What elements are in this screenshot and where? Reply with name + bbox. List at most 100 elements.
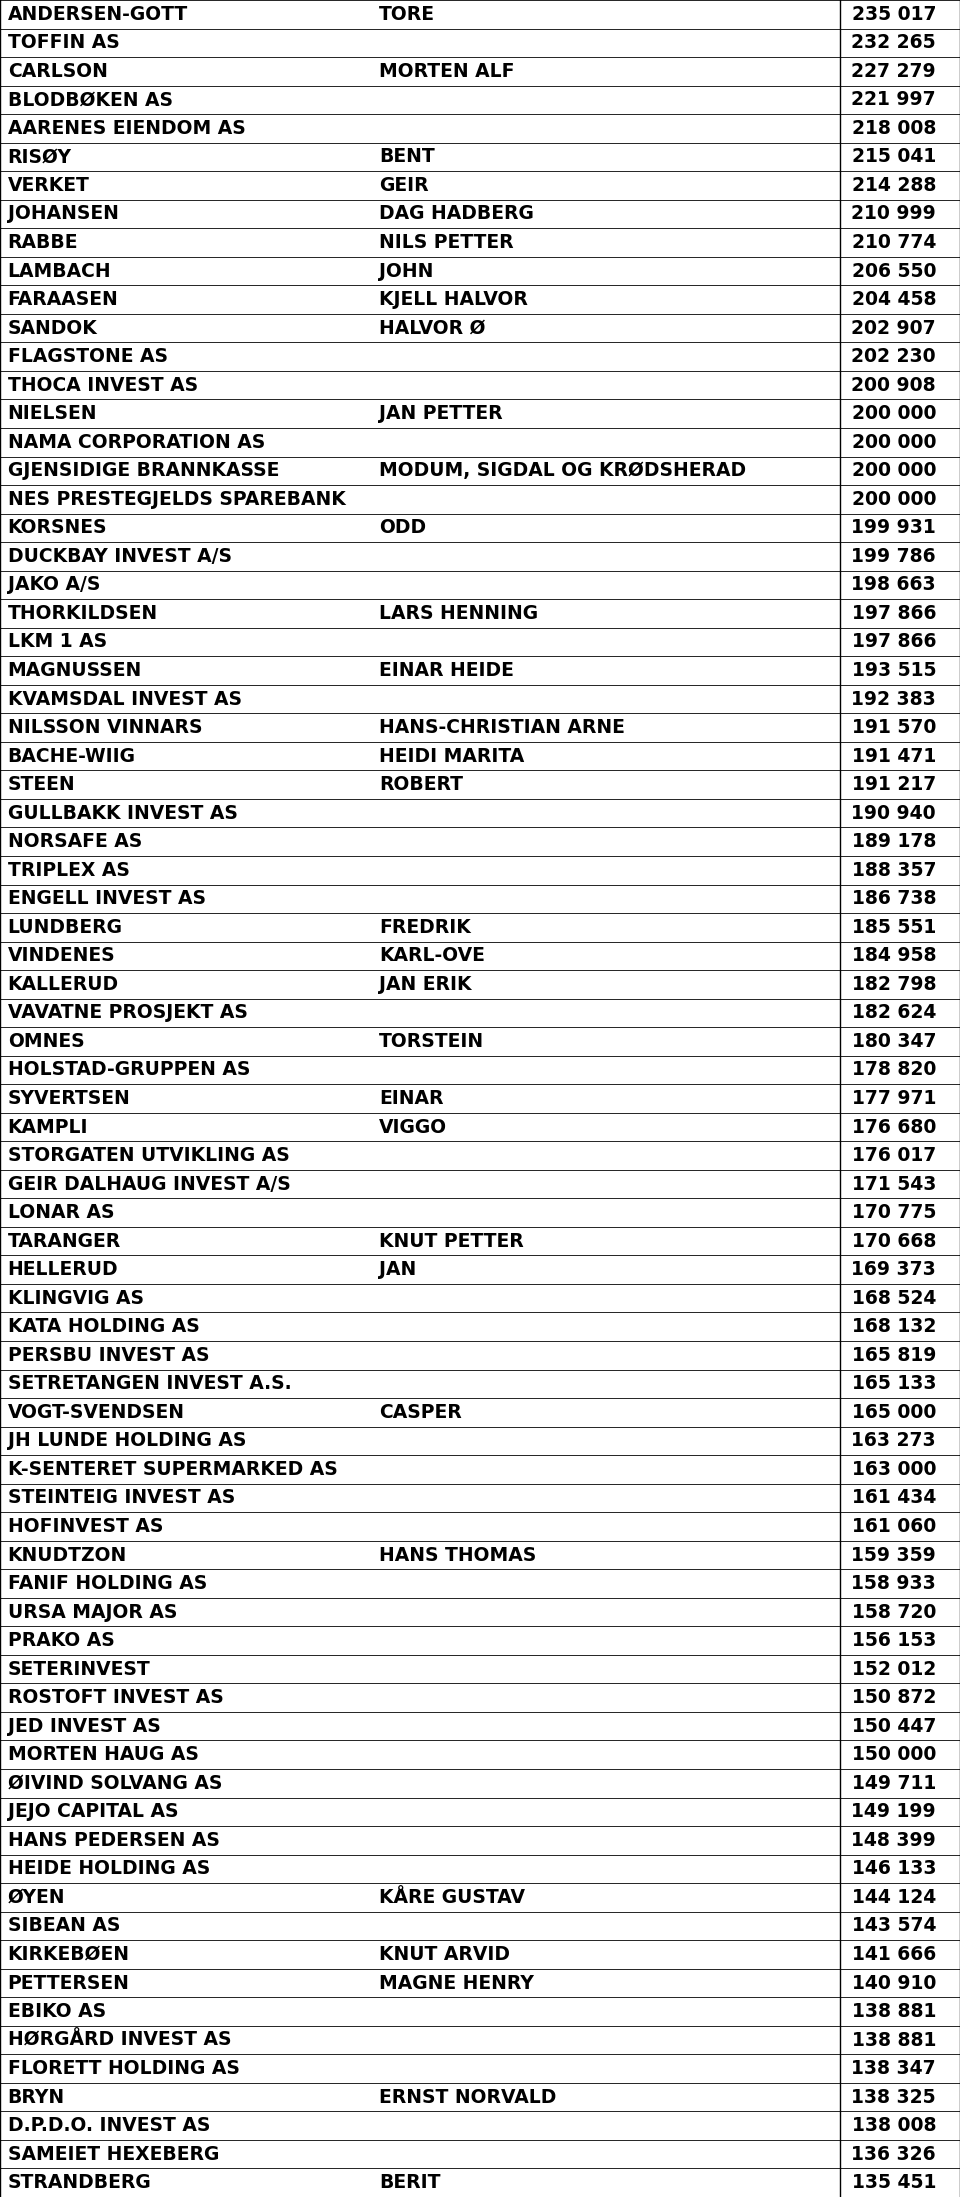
Text: KIRKEBØEN: KIRKEBØEN [8,1944,130,1964]
Text: 168 524: 168 524 [852,1290,936,1307]
Text: 232 265: 232 265 [852,33,936,53]
Text: LUNDBERG: LUNDBERG [8,918,123,936]
Text: LONAR AS: LONAR AS [8,1204,114,1222]
Text: NILSSON VINNARS: NILSSON VINNARS [8,718,203,736]
Text: 138 881: 138 881 [852,2001,936,2021]
Text: BRYN: BRYN [8,2087,65,2107]
Text: LARS HENNING: LARS HENNING [379,604,539,624]
Text: JAKO A/S: JAKO A/S [8,576,100,595]
Text: NORSAFE AS: NORSAFE AS [8,833,142,850]
Text: STORGATEN UTVIKLING AS: STORGATEN UTVIKLING AS [8,1147,289,1164]
Text: PRAKO AS: PRAKO AS [8,1630,114,1650]
Text: TORE: TORE [379,4,435,24]
Text: JOHANSEN: JOHANSEN [8,204,118,224]
Text: 200 000: 200 000 [852,461,936,481]
Text: 161 060: 161 060 [852,1516,936,1536]
Text: KNUT PETTER: KNUT PETTER [379,1233,524,1250]
Text: 210 774: 210 774 [852,233,936,253]
Text: 191 217: 191 217 [852,776,936,793]
Text: LKM 1 AS: LKM 1 AS [8,633,107,653]
Text: 200 000: 200 000 [852,404,936,424]
Text: MAGNE HENRY: MAGNE HENRY [379,1973,534,1993]
Text: 227 279: 227 279 [852,62,936,81]
Text: SYVERTSEN: SYVERTSEN [8,1090,131,1107]
Text: 144 124: 144 124 [852,1887,936,1907]
Text: KATA HOLDING AS: KATA HOLDING AS [8,1318,200,1336]
Text: D.P.D.O. INVEST AS: D.P.D.O. INVEST AS [8,2116,210,2135]
Text: 218 008: 218 008 [852,119,936,138]
Text: HANS-CHRISTIAN ARNE: HANS-CHRISTIAN ARNE [379,718,625,736]
Text: 158 720: 158 720 [852,1602,936,1621]
Text: EINAR: EINAR [379,1090,444,1107]
Text: 199 931: 199 931 [852,518,936,538]
Text: ROBERT: ROBERT [379,776,464,793]
Text: BENT: BENT [379,147,435,167]
Text: 149 199: 149 199 [852,1802,936,1821]
Text: 190 940: 190 940 [852,804,936,822]
Text: BACHE-WIIG: BACHE-WIIG [8,747,135,765]
Text: 150 447: 150 447 [852,1716,936,1736]
Text: 214 288: 214 288 [852,176,936,196]
Text: URSA MAJOR AS: URSA MAJOR AS [8,1602,177,1621]
Text: 163 273: 163 273 [852,1432,936,1450]
Text: MORTEN HAUG AS: MORTEN HAUG AS [8,1744,199,1764]
Text: SANDOK: SANDOK [8,319,97,338]
Text: CARLSON: CARLSON [8,62,108,81]
Text: JAN: JAN [379,1261,417,1279]
Text: 135 451: 135 451 [852,2173,936,2193]
Text: 176 680: 176 680 [852,1118,936,1136]
Text: HEIDI MARITA: HEIDI MARITA [379,747,524,765]
Text: 170 775: 170 775 [852,1204,936,1222]
Text: 192 383: 192 383 [852,690,936,710]
Text: 138 347: 138 347 [852,2059,936,2078]
Text: 178 820: 178 820 [852,1061,936,1079]
Text: RABBE: RABBE [8,233,78,253]
Text: 177 971: 177 971 [852,1090,936,1107]
Text: ODD: ODD [379,518,426,538]
Text: VIGGO: VIGGO [379,1118,447,1136]
Text: 140 910: 140 910 [852,1973,936,1993]
Text: KORSNES: KORSNES [8,518,108,538]
Text: KLINGVIG AS: KLINGVIG AS [8,1290,144,1307]
Text: 221 997: 221 997 [852,90,936,110]
Text: JAN PETTER: JAN PETTER [379,404,503,424]
Text: JED INVEST AS: JED INVEST AS [8,1716,160,1736]
Text: 197 866: 197 866 [852,604,936,624]
Text: ROSTOFT INVEST AS: ROSTOFT INVEST AS [8,1687,224,1707]
Text: EINAR HEIDE: EINAR HEIDE [379,661,514,681]
Text: KAMPLI: KAMPLI [8,1118,88,1136]
Text: FARAASEN: FARAASEN [8,290,118,310]
Text: KARL-OVE: KARL-OVE [379,947,485,964]
Text: LAMBACH: LAMBACH [8,261,111,281]
Text: BERIT: BERIT [379,2173,441,2193]
Text: 138 325: 138 325 [852,2087,936,2107]
Text: 182 624: 182 624 [852,1004,936,1022]
Text: 165 819: 165 819 [852,1347,936,1364]
Text: 138 008: 138 008 [852,2116,936,2135]
Text: 176 017: 176 017 [852,1147,936,1164]
Text: TORSTEIN: TORSTEIN [379,1033,485,1050]
Text: NIELSEN: NIELSEN [8,404,97,424]
Text: VERKET: VERKET [8,176,89,196]
Text: 206 550: 206 550 [852,261,936,281]
Text: HEIDE HOLDING AS: HEIDE HOLDING AS [8,1859,210,1878]
Text: 141 666: 141 666 [852,1944,936,1964]
Text: KJELL HALVOR: KJELL HALVOR [379,290,528,310]
Text: 148 399: 148 399 [852,1830,936,1850]
Text: 146 133: 146 133 [852,1859,936,1878]
Text: 193 515: 193 515 [852,661,936,681]
Text: 200 000: 200 000 [852,433,936,453]
Text: 202 230: 202 230 [852,347,936,367]
Text: TRIPLEX AS: TRIPLEX AS [8,861,130,879]
Text: 159 359: 159 359 [852,1544,936,1564]
Text: RISØY: RISØY [8,147,72,167]
Text: 158 933: 158 933 [852,1573,936,1593]
Text: VOGT-SVENDSEN: VOGT-SVENDSEN [8,1404,184,1421]
Text: 199 786: 199 786 [852,547,936,567]
Text: NILS PETTER: NILS PETTER [379,233,514,253]
Text: 204 458: 204 458 [852,290,936,310]
Text: STEINTEIG INVEST AS: STEINTEIG INVEST AS [8,1487,235,1507]
Text: OMNES: OMNES [8,1033,84,1050]
Text: AARENES EIENDOM AS: AARENES EIENDOM AS [8,119,246,138]
Text: 165 000: 165 000 [852,1404,936,1421]
